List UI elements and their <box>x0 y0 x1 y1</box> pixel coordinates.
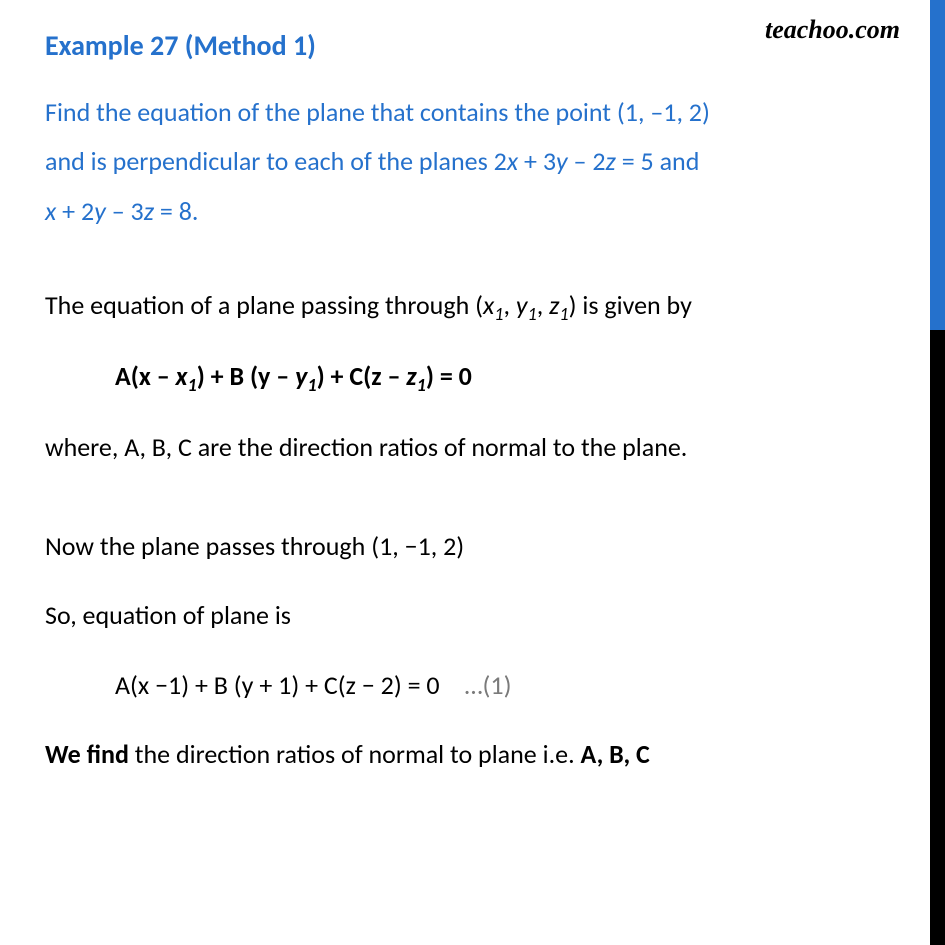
text: A(x <box>115 360 157 392</box>
so-eq-para: So, equation of plane is <box>45 591 895 640</box>
var-y1: y <box>295 360 307 392</box>
text: 2 <box>586 145 605 177</box>
var-z1: z <box>406 360 416 392</box>
text: 3 <box>125 195 144 227</box>
sub-1: 1 <box>494 303 503 325</box>
text: ) is given by <box>569 289 692 321</box>
text: = 5 and <box>616 145 700 177</box>
problem-statement: Find the equation of the plane that cont… <box>45 88 895 236</box>
minus: – <box>112 195 125 227</box>
bold-text: We find <box>45 738 129 770</box>
eq-text: A(x −1) + B (y + 1) + C(z − 2) = 0 <box>115 669 440 701</box>
sub-1: 1 <box>187 374 196 396</box>
plus: + <box>62 195 75 227</box>
minus: – <box>574 145 587 177</box>
sub-1: 1 <box>559 303 568 325</box>
minus-sign: – <box>650 96 663 128</box>
eq-ref: …(1) <box>465 669 512 701</box>
text: = 8. <box>154 195 198 227</box>
problem-line2-a: and is perpendicular to each of the plan… <box>45 145 507 177</box>
sub-1: 1 <box>417 374 426 396</box>
problem-line1-b: 1, 2) <box>663 96 710 128</box>
minus: – <box>387 360 400 392</box>
passes-para: Now the plane passes through (1, −1, 2) <box>45 522 895 571</box>
document-content: Example 27 (Method 1) Find the equation … <box>0 0 945 830</box>
text: ) + C(z <box>317 360 388 392</box>
text: 3 <box>543 145 556 177</box>
var-x: x <box>507 145 518 177</box>
text: , <box>504 289 516 321</box>
sub-1: 1 <box>528 303 537 325</box>
right-accent-black <box>930 330 945 945</box>
text: ) = 0 <box>426 360 472 392</box>
var-x: x <box>45 195 56 227</box>
brand-logo: teachoo.com <box>765 15 900 45</box>
var-x1: x <box>176 360 188 392</box>
text: the direction ratios of normal to plane … <box>129 738 581 770</box>
text: The equation of a plane passing through … <box>45 289 483 321</box>
var-y: y <box>94 195 106 227</box>
var-x1: x <box>483 289 494 321</box>
text: 2 <box>81 195 94 227</box>
var-y1: y <box>516 289 528 321</box>
var-z: z <box>606 145 616 177</box>
plane-formula: A(x – x1) + B (y – y1) + C(z – z1) = 0 <box>115 352 895 403</box>
text: ) + B (y <box>197 360 277 392</box>
minus: – <box>276 360 289 392</box>
solution-body: The equation of a plane passing through … <box>45 281 895 779</box>
var-y: y <box>556 145 568 177</box>
var-z: z <box>144 195 154 227</box>
find-para: We find the direction ratios of normal t… <box>45 730 895 779</box>
right-accent-blue <box>930 0 945 330</box>
sub-1: 1 <box>307 374 316 396</box>
intro-para: The equation of a plane passing through … <box>45 281 895 332</box>
equation-1: A(x −1) + B (y + 1) + C(z − 2) = 0 …(1) <box>115 661 895 710</box>
problem-line1-a: Find the equation of the plane that cont… <box>45 96 650 128</box>
text: , <box>537 289 549 321</box>
where-para: where, A, B, C are the direction ratios … <box>45 423 895 472</box>
minus: – <box>157 360 170 392</box>
var-z1: z <box>549 289 559 321</box>
plus: + <box>524 145 537 177</box>
bold-text: A, B, C <box>581 738 650 770</box>
